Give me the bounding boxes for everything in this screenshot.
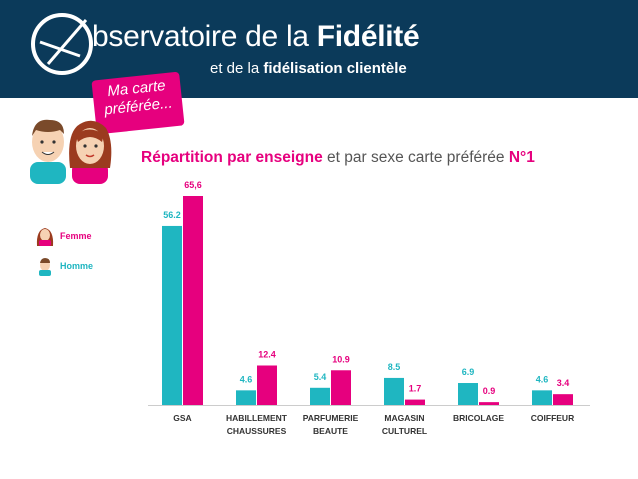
legend-label-homme: Homme [60,261,94,271]
data-label-femme: 65,6 [184,180,202,190]
category-label: COIFFEUR [531,413,574,423]
bar-femme [183,196,203,405]
bar-homme [236,390,256,405]
bar-femme [331,370,351,405]
brand-subtitle: et de la fidélisation clientèle [210,60,407,77]
bar-homme [310,387,330,405]
category-label: PARFUMERIE [303,413,359,423]
legend-label-femme: Femme [60,231,92,241]
data-label-femme: 1.7 [409,384,422,394]
category-label: BEAUTE [313,426,348,436]
bar-femme [553,394,573,405]
category-label: HABILLEMENT [226,413,288,423]
couple-illustration-icon [30,119,112,184]
data-label-homme: 5.4 [314,372,327,382]
data-label-homme: 6.9 [462,367,475,377]
observatoire-logo-icon [31,13,93,75]
category-label: BRICOLAGE [453,413,504,423]
category-label: CHAUSSURES [227,426,287,436]
bar-femme [405,399,425,405]
woman-avatar-icon [36,228,54,246]
data-label-homme: 56.2 [163,210,181,220]
bar-femme [257,365,277,405]
category-label: MAGASIN [384,413,424,423]
bar-homme [384,377,404,405]
legend-item-homme: Homme [36,256,93,276]
bar-femme [479,402,499,405]
bar-homme [458,383,478,405]
legend-item-femme: Femme [36,226,92,246]
data-label-femme: 3.4 [557,378,570,388]
data-label-homme: 8.5 [388,362,401,372]
data-label-homme: 4.6 [536,374,549,384]
data-label-homme: 4.6 [240,374,253,384]
chart-title: Répartition par enseigne et par sexe car… [141,149,535,166]
data-label-femme: 0.9 [483,386,496,396]
bar-homme [162,225,182,405]
brand-title: bservatoire de la Fidélité [92,20,420,53]
data-label-femme: 10.9 [332,354,350,364]
category-label: CULTUREL [382,426,427,436]
category-label: GSA [173,413,191,423]
bar-homme [532,390,552,405]
data-label-femme: 12.4 [258,349,276,359]
man-avatar-icon [39,258,51,276]
